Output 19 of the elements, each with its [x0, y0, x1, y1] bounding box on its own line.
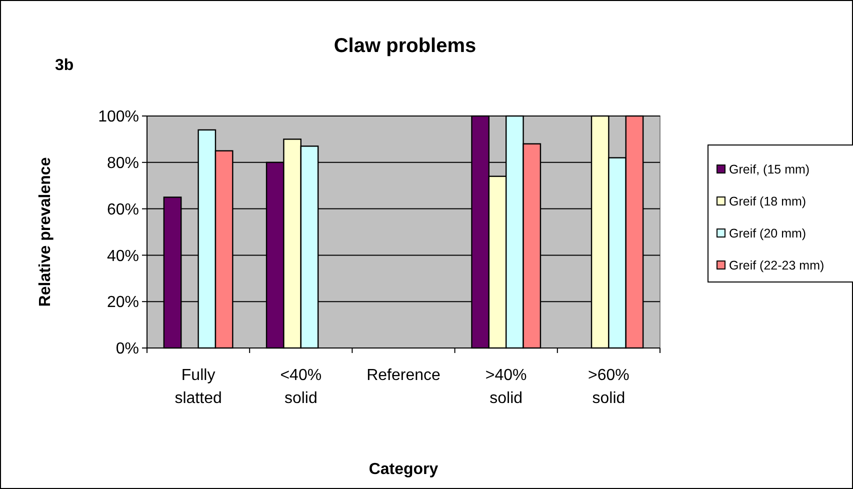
y-tick-label: 100% [98, 108, 139, 126]
x-tick-label: <40% solid [280, 367, 322, 407]
x-tick-label: Fully slatted [174, 367, 222, 407]
legend-label: Greif (20 mm) [729, 226, 806, 240]
legend-label: Greif, (15 mm) [729, 162, 810, 176]
y-tick-label: 40% [106, 248, 139, 265]
x-tick-label: >40% solid [485, 367, 527, 407]
chart-title: Claw problems [334, 35, 476, 57]
legend-label: Greif (18 mm) [729, 194, 806, 208]
x-axis-title: Category [368, 461, 438, 478]
y-tick-label: 20% [106, 294, 139, 312]
y-tick-label: 80% [106, 155, 139, 172]
text: 3b [55, 57, 74, 74]
y-tick-label: 60% [106, 201, 139, 218]
x-tick-label: Reference [366, 367, 441, 384]
legend-label: Greif (22-23 mm) [729, 258, 824, 272]
y-axis-title: Relative prevalence [37, 157, 54, 307]
x-tick-label: >60% solid [588, 367, 630, 407]
y-tick-label: 0% [116, 340, 139, 358]
